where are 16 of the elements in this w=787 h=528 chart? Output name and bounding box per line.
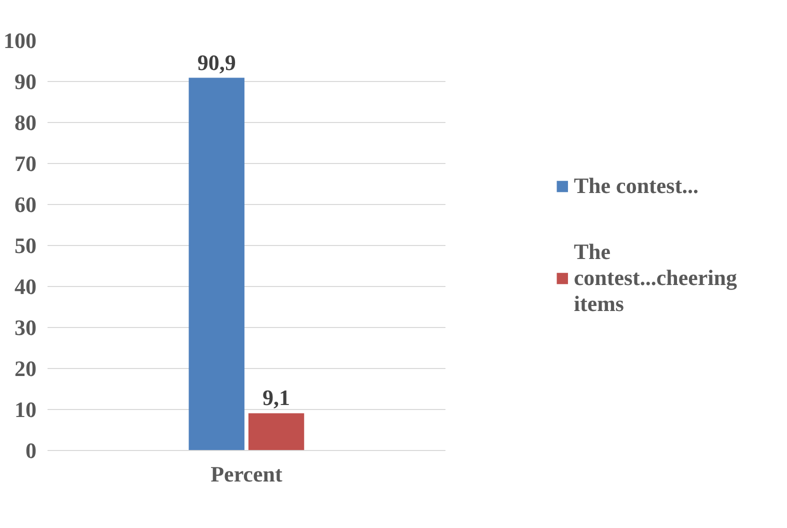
y-tick-label: 0	[26, 438, 36, 463]
y-tick-label: 60	[14, 192, 36, 217]
legend-label: The contest...	[574, 173, 699, 199]
y-tick-label: 40	[14, 274, 36, 299]
data-label: 9,1	[262, 385, 290, 410]
data-label: 90,9	[197, 50, 236, 75]
y-tick-label: 90	[14, 69, 36, 94]
y-tick-label: 80	[14, 110, 36, 135]
legend-label: The contest...cheering items	[574, 239, 737, 317]
y-tick-label: 10	[14, 397, 36, 422]
y-tick-label: 30	[14, 315, 36, 340]
y-tick-label: 70	[14, 151, 36, 176]
x-tick-label: Percent	[210, 462, 283, 486]
y-tick-label: 50	[14, 233, 36, 258]
y-tick-label: 100	[4, 28, 36, 53]
y-tick-label: 20	[14, 356, 36, 381]
